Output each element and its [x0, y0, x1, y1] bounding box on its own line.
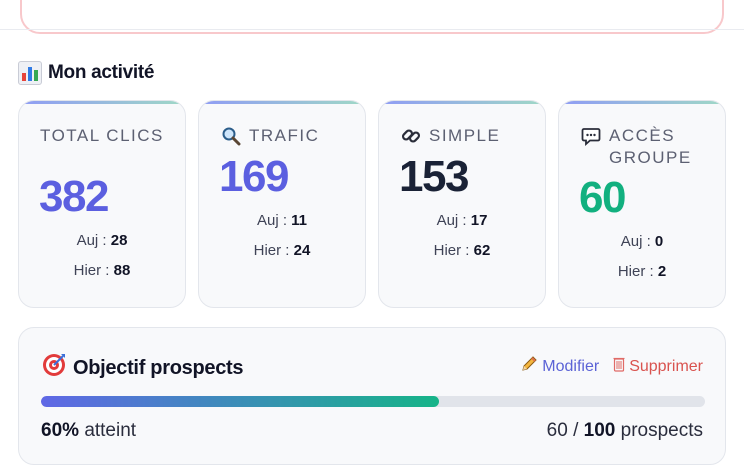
objectif-card: Objectif prospects Modifier: [18, 327, 726, 465]
stat-yesterday: Hier : 88: [73, 262, 131, 279]
trash-icon: [613, 356, 625, 377]
stat-value: 153: [399, 152, 469, 201]
pencil-icon: [520, 355, 538, 378]
progress-fill: [41, 396, 440, 407]
stat-label: Trafic: [220, 125, 319, 147]
stat-label: Simple: [400, 125, 500, 147]
stat-label: Accès groupe: [580, 125, 720, 169]
objectif-actions: Modifier Supprimer: [520, 355, 703, 378]
stat-card-total-clics: Total clics 382 Auj : 28 Hier : 88: [18, 100, 186, 308]
divider: [0, 29, 744, 30]
section-title: Mon activité: [18, 61, 155, 85]
progress-percent: 60% atteint: [41, 420, 137, 441]
stat-today: Auj : 17: [436, 212, 488, 229]
stat-today: Auj : 11: [256, 212, 308, 229]
stat-label: Total clics: [40, 126, 164, 145]
delete-button[interactable]: Supprimer: [613, 355, 703, 378]
stat-yesterday: Hier : 24: [253, 242, 311, 259]
objectif-title: Objectif prospects: [41, 352, 244, 384]
stat-today: Auj : 28: [76, 232, 128, 249]
stat-yesterday: Hier : 2: [617, 263, 667, 280]
stat-card-acces-groupe: Accès groupe 60 Auj : 0 Hier : 2: [558, 100, 726, 308]
bar-chart-icon: [18, 61, 42, 85]
magnifier-icon: [220, 125, 242, 147]
stat-value: 60: [579, 173, 626, 222]
link-icon: [400, 125, 422, 147]
progress-bar: [41, 396, 705, 407]
section-title-text: Mon activité: [48, 62, 155, 83]
edit-button[interactable]: Modifier: [520, 355, 599, 378]
stat-today: Auj : 0: [620, 233, 664, 250]
target-icon: [41, 352, 67, 384]
stat-value: 169: [219, 152, 289, 201]
stat-card-trafic: Trafic 169 Auj : 11 Hier : 24: [198, 100, 366, 308]
stat-value: 382: [39, 172, 109, 221]
stat-yesterday: Hier : 62: [433, 242, 491, 259]
stat-card-simple: Simple 153 Auj : 17 Hier : 62: [378, 100, 546, 308]
previous-card: [20, 0, 724, 34]
speech-bubble-icon: [580, 125, 602, 147]
progress-count: 60 / 100 prospects: [546, 420, 703, 441]
